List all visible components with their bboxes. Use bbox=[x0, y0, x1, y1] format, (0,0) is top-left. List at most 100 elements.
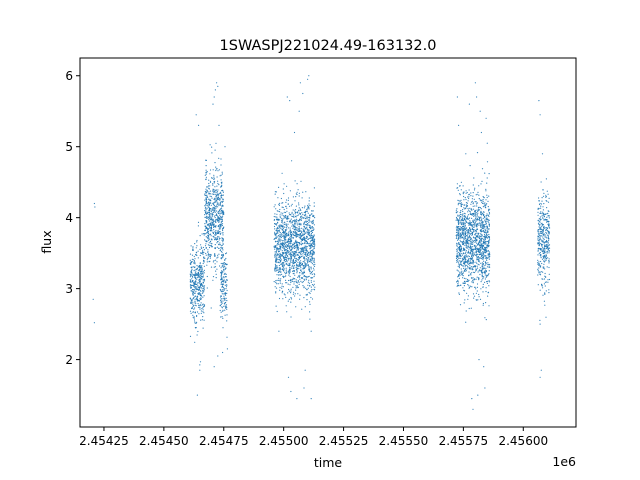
data-point bbox=[200, 266, 202, 268]
data-point bbox=[299, 272, 301, 274]
data-point bbox=[481, 238, 483, 240]
data-point bbox=[204, 223, 206, 225]
data-point bbox=[274, 231, 276, 233]
data-point bbox=[296, 264, 298, 266]
data-point bbox=[224, 302, 226, 304]
data-point bbox=[189, 253, 192, 255]
data-point bbox=[309, 301, 311, 303]
data-point bbox=[308, 233, 310, 235]
data-point bbox=[293, 283, 295, 285]
data-point bbox=[289, 275, 291, 278]
data-point bbox=[296, 193, 298, 196]
data-point bbox=[208, 182, 210, 185]
data-point bbox=[297, 254, 299, 256]
data-point bbox=[290, 281, 292, 284]
data-point bbox=[466, 229, 468, 231]
data-point bbox=[306, 225, 308, 227]
data-point bbox=[296, 211, 298, 213]
data-point bbox=[306, 211, 308, 213]
data-point bbox=[194, 276, 196, 278]
data-point bbox=[467, 218, 469, 221]
data-point bbox=[462, 193, 464, 195]
data-point bbox=[222, 190, 224, 192]
data-point bbox=[208, 179, 210, 181]
data-point bbox=[215, 231, 217, 233]
data-point bbox=[468, 249, 470, 251]
data-point bbox=[296, 272, 298, 274]
data-point bbox=[467, 196, 469, 198]
data-point bbox=[275, 229, 277, 232]
data-point bbox=[545, 316, 547, 318]
data-point bbox=[202, 285, 204, 288]
data-point bbox=[537, 214, 539, 216]
data-point bbox=[280, 224, 282, 226]
data-point bbox=[469, 237, 471, 239]
data-point bbox=[280, 263, 282, 266]
data-point bbox=[221, 205, 223, 207]
data-point bbox=[480, 257, 482, 259]
data-point bbox=[213, 226, 215, 228]
data-point bbox=[542, 212, 545, 215]
data-point bbox=[210, 223, 212, 225]
data-point bbox=[197, 306, 200, 308]
data-point bbox=[196, 241, 198, 243]
data-point bbox=[281, 206, 283, 208]
data-point bbox=[457, 220, 459, 222]
data-point bbox=[206, 204, 208, 207]
data-point bbox=[223, 280, 225, 282]
data-point bbox=[467, 262, 469, 264]
data-point bbox=[219, 249, 221, 252]
data-point bbox=[299, 233, 301, 235]
data-point bbox=[192, 259, 194, 261]
data-point bbox=[312, 229, 314, 231]
data-point bbox=[311, 231, 314, 234]
data-point bbox=[292, 224, 294, 227]
data-point bbox=[204, 225, 207, 227]
data-point bbox=[201, 278, 203, 280]
data-point bbox=[548, 239, 550, 241]
data-point bbox=[274, 204, 276, 206]
data-point bbox=[302, 267, 304, 269]
data-point bbox=[474, 218, 477, 220]
data-point bbox=[475, 220, 477, 222]
data-point bbox=[300, 277, 303, 279]
y-tick-label: 4 bbox=[65, 211, 73, 225]
data-point bbox=[472, 241, 474, 243]
y-axis-label: flux bbox=[39, 230, 54, 253]
data-point bbox=[305, 246, 307, 248]
data-point bbox=[302, 228, 304, 230]
data-point bbox=[288, 246, 290, 248]
data-point bbox=[200, 305, 202, 307]
data-point bbox=[482, 200, 484, 203]
data-point bbox=[215, 219, 217, 221]
data-point bbox=[189, 279, 191, 281]
data-point bbox=[296, 243, 298, 245]
data-point bbox=[473, 189, 476, 191]
data-point bbox=[457, 234, 459, 236]
data-point bbox=[194, 280, 197, 282]
data-point bbox=[194, 304, 196, 306]
data-point bbox=[487, 263, 489, 266]
data-point bbox=[474, 234, 477, 236]
data-point bbox=[483, 214, 485, 216]
data-point bbox=[543, 203, 545, 205]
data-point bbox=[93, 202, 95, 205]
data-point bbox=[290, 316, 292, 318]
data-point bbox=[480, 288, 482, 290]
data-point bbox=[221, 220, 223, 222]
data-point bbox=[482, 291, 484, 293]
data-point bbox=[313, 283, 315, 285]
data-point bbox=[546, 213, 548, 215]
data-point bbox=[538, 245, 540, 247]
data-point bbox=[460, 255, 462, 257]
data-point bbox=[486, 213, 488, 215]
data-point bbox=[225, 288, 227, 290]
data-point bbox=[209, 226, 211, 229]
data-point bbox=[204, 174, 206, 176]
data-point bbox=[222, 289, 224, 291]
data-point bbox=[458, 246, 460, 248]
data-point bbox=[544, 260, 546, 262]
data-point bbox=[478, 209, 480, 211]
data-point bbox=[463, 240, 465, 242]
data-point bbox=[213, 204, 216, 206]
